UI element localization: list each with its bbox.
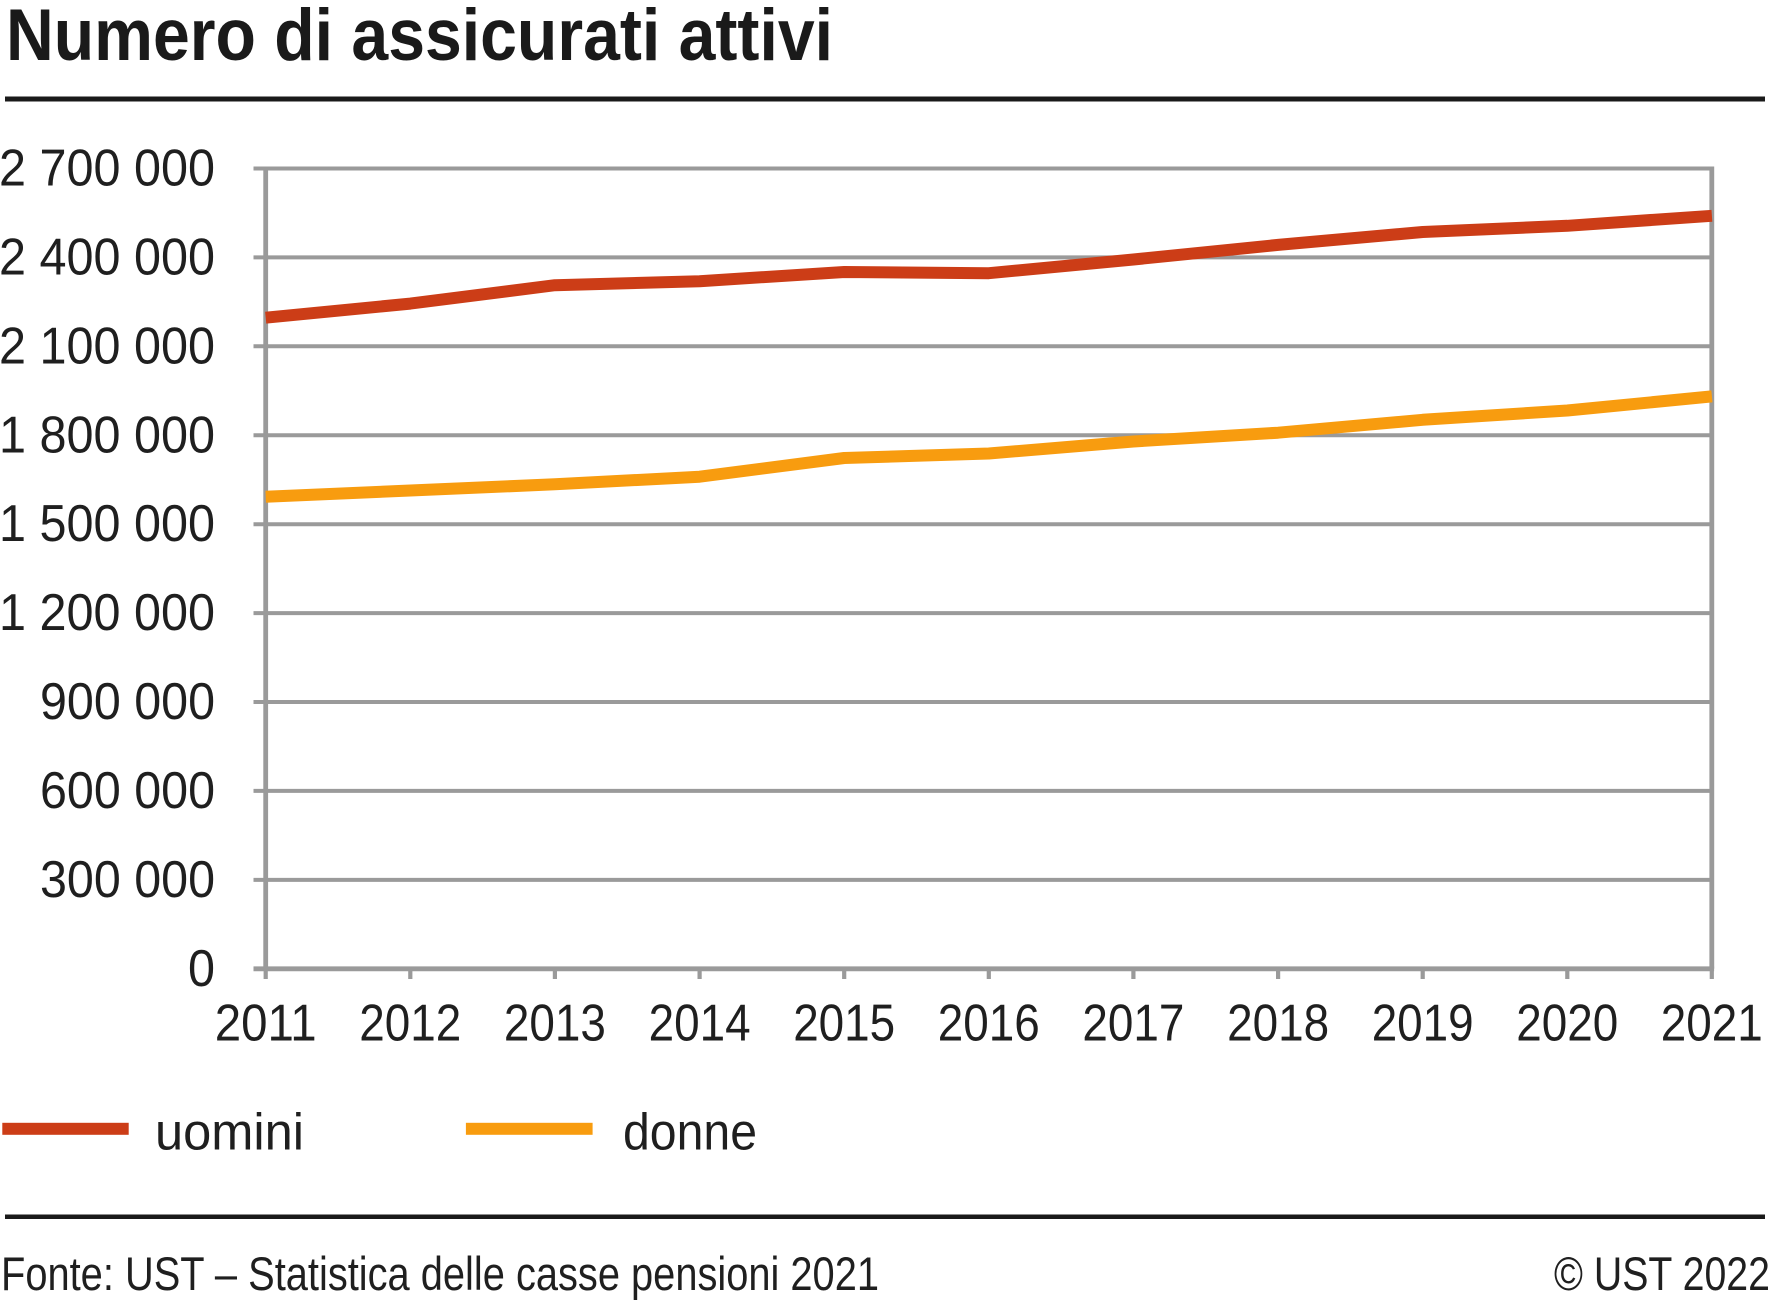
svg-text:2 100 000: 2 100 000	[0, 317, 215, 375]
svg-text:2 700 000: 2 700 000	[0, 140, 215, 198]
svg-text:2011: 2011	[215, 995, 317, 1053]
svg-text:2020: 2020	[1516, 995, 1618, 1053]
svg-text:2014: 2014	[649, 995, 751, 1053]
svg-text:1 800 000: 1 800 000	[0, 406, 215, 464]
svg-text:Numero di assicurati attivi: Numero di assicurati attivi	[6, 0, 833, 76]
svg-text:uomini: uomini	[155, 1104, 304, 1162]
svg-text:1 500 000: 1 500 000	[0, 495, 215, 553]
svg-text:2017: 2017	[1082, 995, 1184, 1053]
svg-text:© UST 2022: © UST 2022	[1554, 1247, 1770, 1300]
svg-text:2018: 2018	[1227, 995, 1329, 1053]
svg-text:300 000: 300 000	[40, 851, 215, 909]
svg-text:1 200 000: 1 200 000	[0, 584, 215, 642]
svg-text:2021: 2021	[1661, 995, 1763, 1053]
svg-text:2 400 000: 2 400 000	[0, 228, 215, 286]
svg-text:0: 0	[188, 940, 215, 998]
svg-text:donne: donne	[623, 1104, 757, 1162]
svg-text:2015: 2015	[793, 995, 895, 1053]
svg-text:2019: 2019	[1372, 995, 1474, 1053]
svg-text:900 000: 900 000	[40, 673, 215, 731]
svg-text:2013: 2013	[504, 995, 606, 1053]
svg-text:600 000: 600 000	[40, 762, 215, 820]
svg-text:Fonte: UST – Statistica delle: Fonte: UST – Statistica delle casse pens…	[1, 1247, 879, 1300]
svg-text:2016: 2016	[938, 995, 1040, 1053]
svg-text:2012: 2012	[359, 995, 461, 1053]
